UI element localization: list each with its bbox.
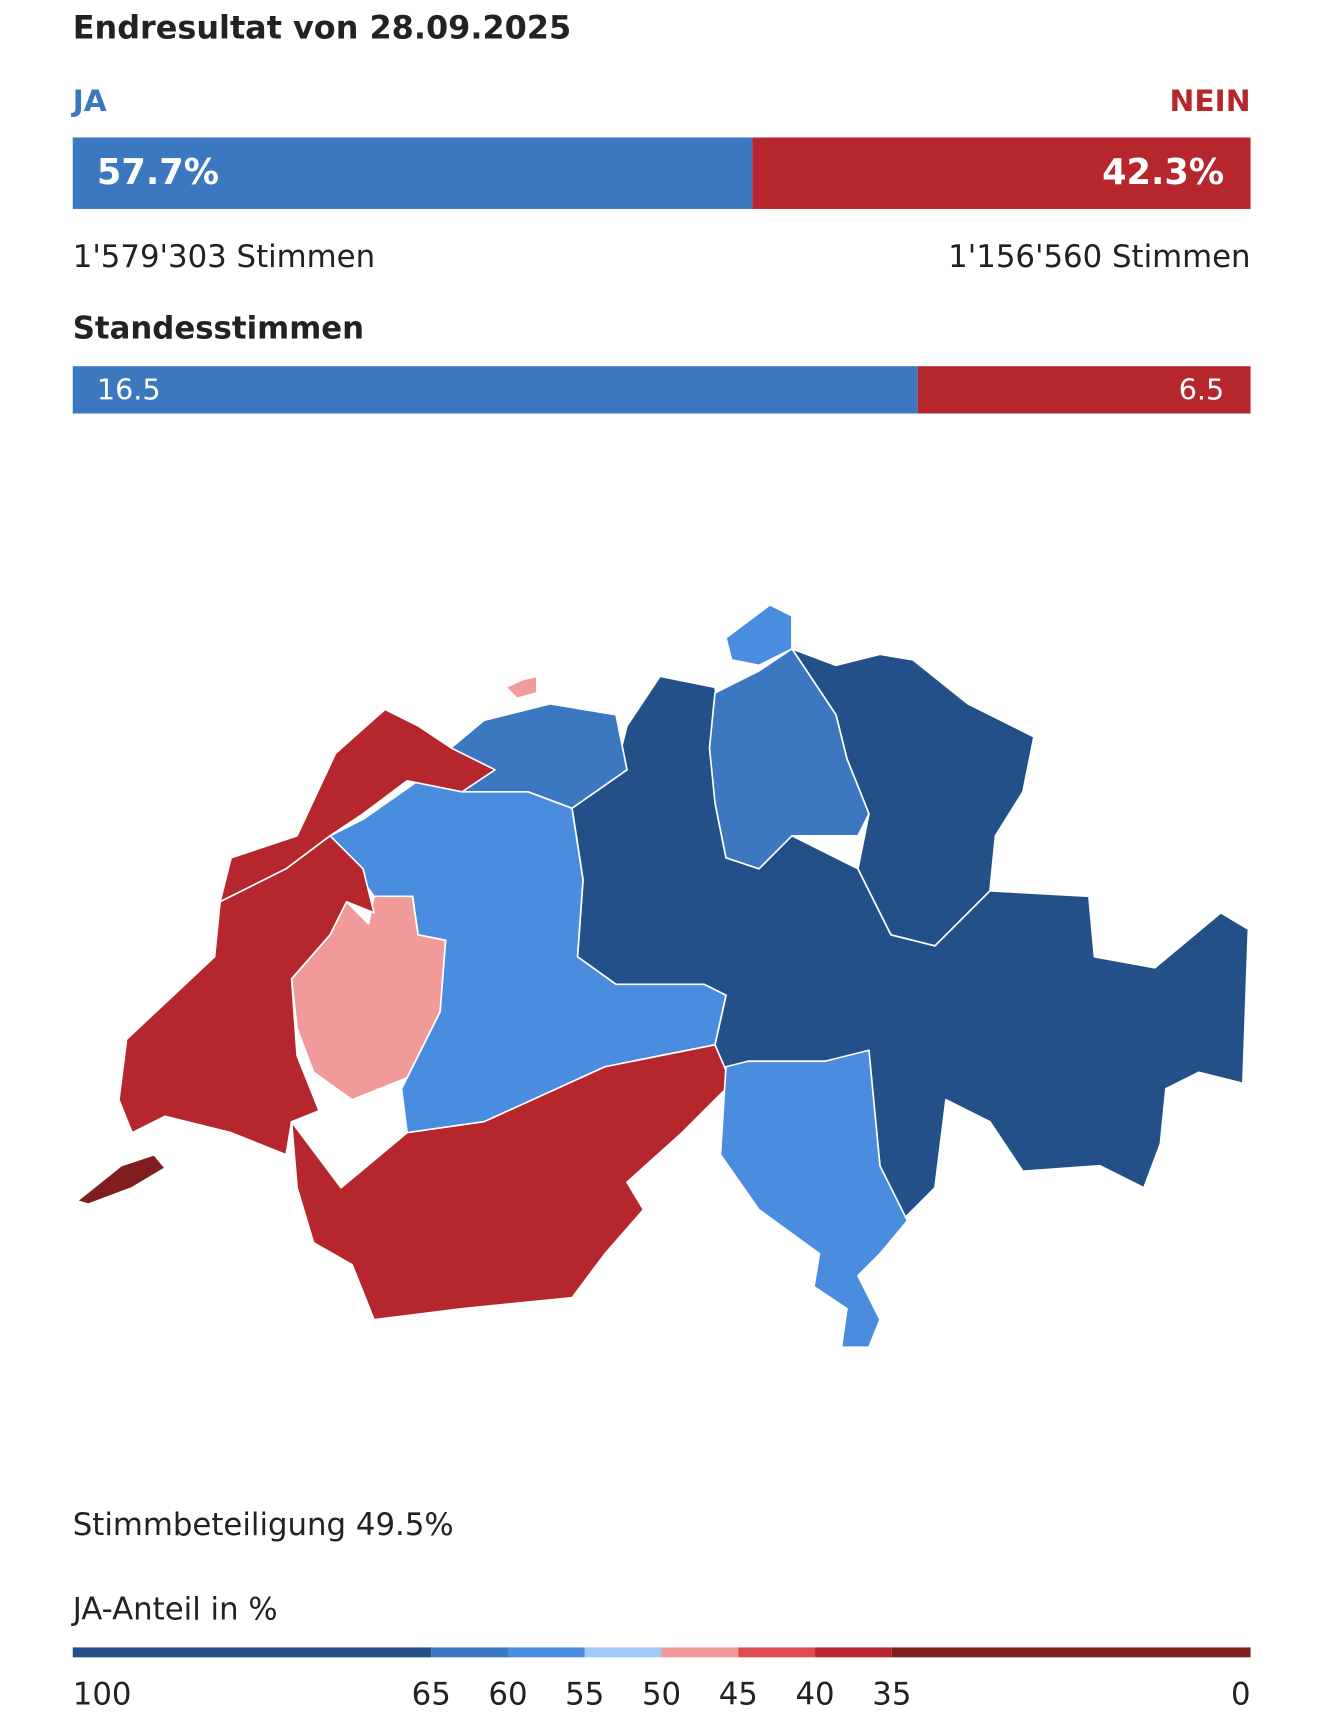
legend-tick-label: 100	[73, 1676, 132, 1712]
legend-segment	[72, 1647, 432, 1658]
legend-tick-label: 55	[565, 1676, 604, 1712]
canton	[719, 1049, 909, 1349]
canton	[505, 675, 538, 700]
legend-tick-label: 35	[872, 1676, 911, 1712]
nein-share: 42.3%	[1102, 152, 1224, 193]
ja-bar	[72, 137, 753, 209]
legend-title: JA-Anteil in %	[71, 1592, 278, 1628]
standes-ja: 16.5	[97, 373, 161, 407]
legend-segment	[815, 1647, 892, 1658]
canton	[290, 1043, 733, 1321]
nein-label: NEIN	[1170, 84, 1251, 119]
legend-segment	[891, 1647, 1251, 1658]
legend-tick-label: 40	[795, 1676, 834, 1712]
canton	[76, 1153, 166, 1206]
map	[76, 604, 1250, 1349]
legend-tick-label: 45	[719, 1676, 758, 1712]
title: Endresultat von 28.09.2025	[73, 9, 571, 47]
legend-segment	[661, 1647, 739, 1658]
legend-segment	[431, 1647, 509, 1658]
legend-segment	[738, 1647, 816, 1658]
ja-votes: 1'579'303 Stimmen	[73, 239, 375, 275]
legend-tick-label: 0	[1231, 1676, 1251, 1712]
legend-tick-label: 50	[642, 1676, 681, 1712]
standes-nein-bar	[917, 366, 1251, 414]
nein-votes: 1'156'560 Stimmen	[948, 239, 1250, 275]
canton	[118, 834, 375, 1156]
ja-share: 57.7%	[97, 152, 219, 193]
nein-bar	[752, 137, 1251, 209]
standes-ja-bar	[72, 366, 918, 414]
turnout: Stimmbeteiligung 49.5%	[73, 1507, 454, 1543]
legend-segment	[584, 1647, 662, 1658]
standesstimmen-title: Standesstimmen	[73, 310, 364, 346]
canton	[219, 708, 496, 903]
standes-nein: 6.5	[1179, 373, 1224, 407]
canton	[725, 604, 793, 667]
legend-tick-label: 65	[412, 1676, 451, 1712]
ja-label: JA	[71, 84, 107, 119]
legend-tick-label: 60	[488, 1676, 527, 1712]
legend-segment	[508, 1647, 585, 1658]
